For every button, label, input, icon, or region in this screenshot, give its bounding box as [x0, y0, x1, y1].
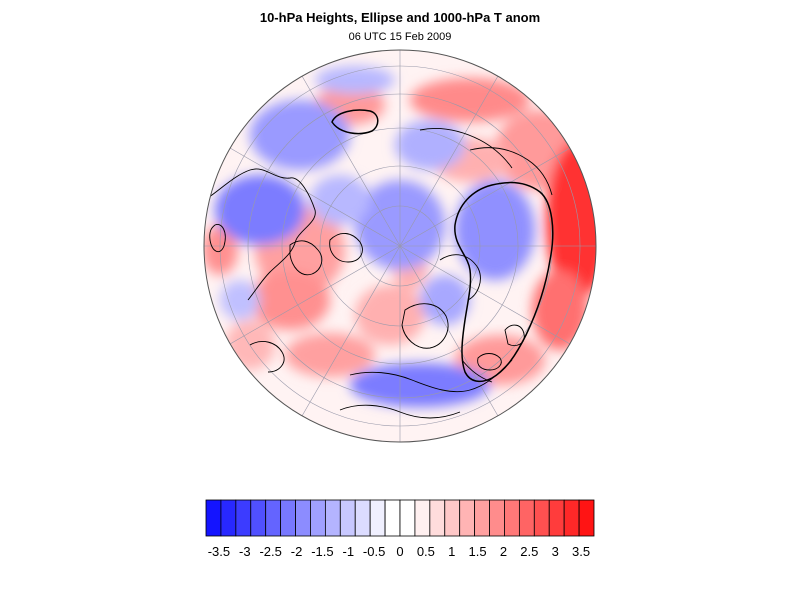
- colorbar-tick-label: 2: [500, 544, 507, 559]
- colorbar-swatch: [310, 499, 326, 537]
- colorbar-tick-label: -2: [291, 544, 303, 559]
- colorbar-tick-label: -1.5: [311, 544, 333, 559]
- colorbar-swatch: [399, 499, 416, 537]
- colorbar-swatch: [504, 499, 520, 537]
- colorbar-swatch: [235, 499, 252, 537]
- colorbar-swatch: [220, 499, 237, 537]
- height-contours: [331, 109, 554, 383]
- colorbar-swatch: [250, 499, 267, 537]
- colorbar-swatch: [459, 499, 476, 537]
- colorbar-swatch: [429, 499, 446, 537]
- colorbar-swatch: [354, 499, 371, 537]
- colorbar-swatch: [444, 499, 461, 537]
- colorbar-tick-label: 2.5: [520, 544, 538, 559]
- map-title: 10-hPa Heights, Ellipse and 1000-hPa T a…: [259, 10, 541, 25]
- colorbar-tick-label: -3.5: [208, 544, 230, 559]
- colorbar-tick-label: 3: [552, 544, 559, 559]
- colorbar-swatch: [324, 499, 341, 537]
- colorbar-swatch: [563, 499, 580, 537]
- colorbar-tick-label: 0: [396, 544, 403, 559]
- colorbar-swatch: [205, 499, 222, 537]
- colorbar-swatch: [474, 499, 490, 537]
- colorbar-tick-label: -1: [342, 544, 354, 559]
- colorbar-tick-label: 1: [448, 544, 455, 559]
- colorbar-swatch: [518, 499, 535, 537]
- colorbar-swatch: [265, 499, 282, 537]
- colorbar-swatch: [489, 499, 505, 537]
- colorbar-swatch: [295, 499, 311, 537]
- colorbar-swatch: [280, 499, 296, 537]
- colorbar-tick-label: -3: [239, 544, 251, 559]
- colorbar-tick-label: 3.5: [572, 544, 590, 559]
- colorbar-tick-label: 0.5: [417, 544, 435, 559]
- colorbar-swatch: [384, 499, 401, 537]
- colorbar-swatch: [339, 499, 356, 537]
- globe-outline: [203, 49, 597, 443]
- map-subtitle: 06 UTC 15 Feb 2009: [348, 31, 452, 43]
- colorbar-swatch: [369, 499, 386, 537]
- closed-contour-small: [331, 109, 379, 135]
- colorbar-swatch: [414, 499, 431, 537]
- colorbar-tick-label: 1.5: [469, 544, 487, 559]
- colorbar-swatch: [533, 499, 550, 537]
- colorbar-swatch: [548, 499, 565, 537]
- colorbar-tick-label: -2.5: [259, 544, 281, 559]
- vortex-ellipse: [454, 181, 554, 383]
- colorbar-tick-label: -0.5: [363, 544, 385, 559]
- colorbar-swatch: [578, 499, 595, 537]
